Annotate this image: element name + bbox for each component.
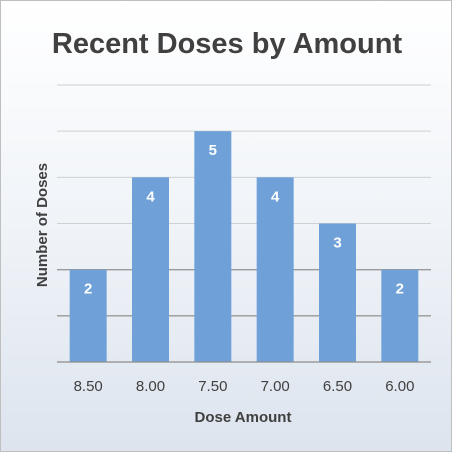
x-tick-labels: 8.50 8.00 7.50 7.00 6.50 6.00	[74, 378, 415, 395]
data-label-7.50: 5	[209, 142, 217, 159]
x-tick-label-7.00: 7.00	[261, 378, 290, 395]
bar-8.50	[69, 269, 107, 362]
bar-6.00	[381, 269, 419, 362]
bar-6.50	[319, 223, 356, 362]
data-label-6.00: 2	[396, 281, 404, 298]
data-label-6.50: 3	[333, 235, 341, 252]
x-tick-label-6.50: 6.50	[323, 378, 352, 395]
y-axis-title: Number of Doses	[34, 163, 51, 287]
bars	[69, 131, 419, 362]
x-tick-label-7.50: 7.50	[198, 378, 227, 395]
data-label-7.00: 4	[271, 188, 280, 205]
x-tick-label-8.00: 8.00	[136, 378, 165, 395]
gridlines	[57, 84, 431, 317]
bar-7.00	[256, 177, 294, 362]
bar-7.50	[194, 131, 232, 362]
x-tick-label-6.00: 6.00	[385, 378, 414, 395]
data-label-8.50: 2	[84, 281, 92, 298]
x-tick-label-8.50: 8.50	[74, 378, 103, 395]
data-labels: 2 4 5 4 3 2	[84, 142, 404, 297]
data-label-8.00: 4	[146, 188, 155, 205]
bar-8.00	[132, 177, 169, 362]
chart-title: Recent Doses by Amount	[52, 28, 403, 60]
x-axis-title: Dose Amount	[195, 409, 292, 426]
